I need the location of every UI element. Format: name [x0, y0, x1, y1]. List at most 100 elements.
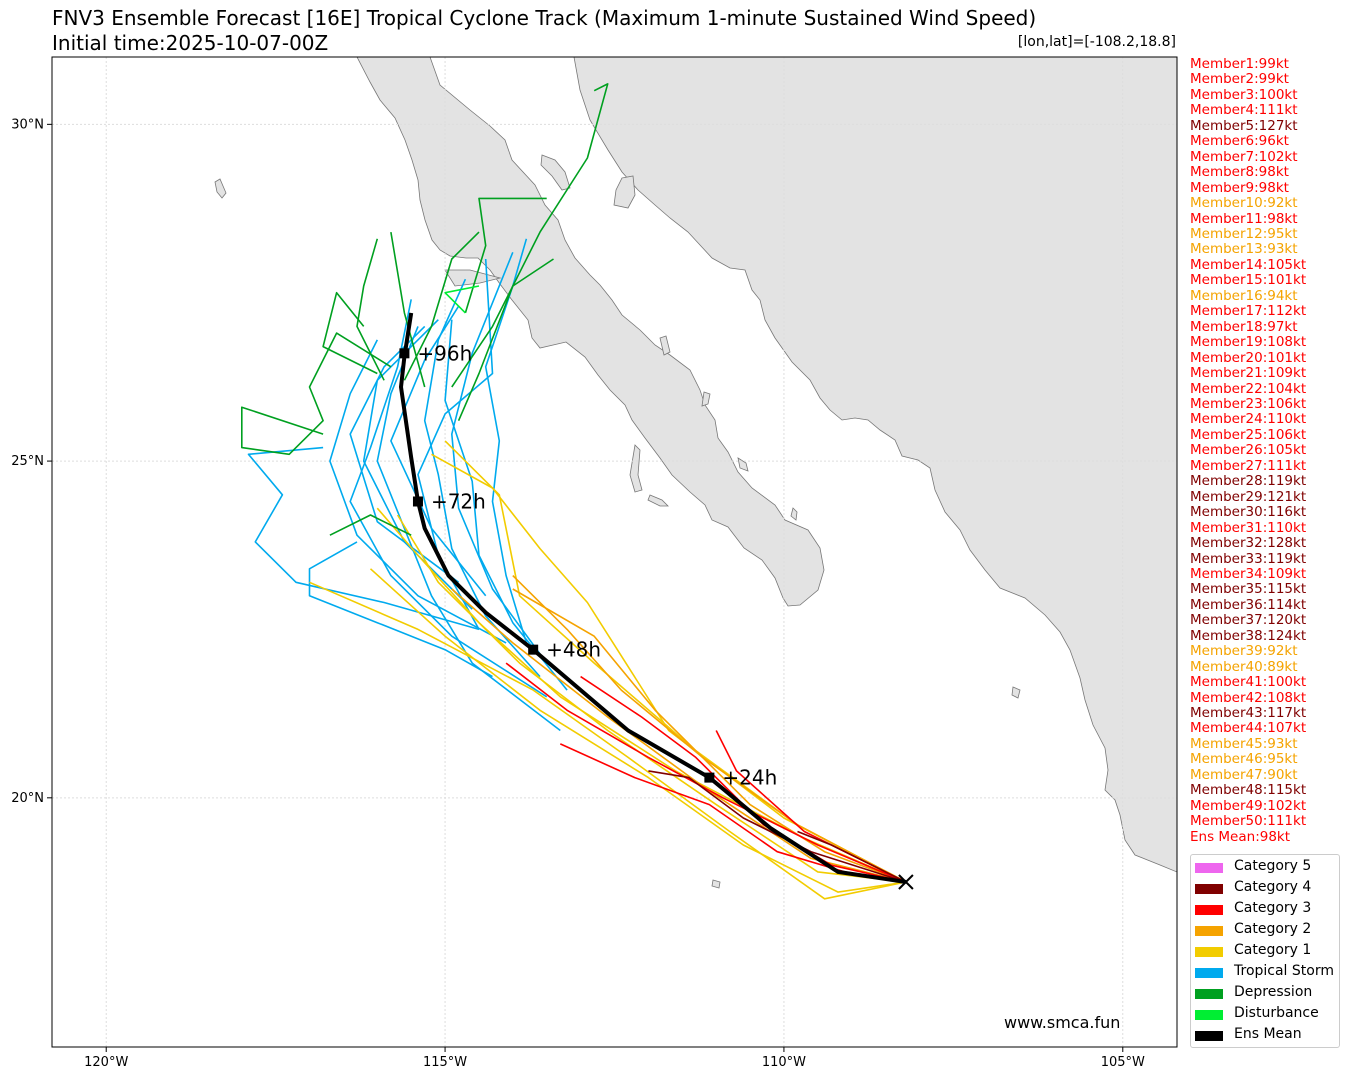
- start-position: [lon,lat]=[-108.2,18.8]: [1017, 34, 1176, 50]
- ens-mean-time-label: +72h: [431, 489, 486, 513]
- member-intensity-list: Member1:99kt Member2:99kt Member3:100kt Mem…: [1190, 56, 1307, 845]
- cerralvo-island: [790, 507, 798, 521]
- member-intensity-item: Member8:98kt: [1190, 164, 1289, 181]
- legend-label: Category 3: [1234, 900, 1312, 916]
- lon-tick-label: 105°W: [1101, 1055, 1145, 1070]
- member-tracks: [241, 83, 907, 900]
- member-intensity-item: Member5:127kt: [1190, 117, 1298, 134]
- member-intensity-item: Member30:116kt: [1190, 504, 1307, 521]
- member-intensity-item: Member9:98kt: [1190, 179, 1289, 196]
- legend: Category 5 Category 4 Category 3 Category 2…: [1190, 854, 1340, 1048]
- lon-tick-label: 110°W: [762, 1055, 806, 1070]
- legend-swatch: [1195, 863, 1223, 873]
- legend-label: Category 1: [1234, 942, 1312, 958]
- lat-tick-label: 30°N: [11, 117, 44, 132]
- member-track-line: [450, 252, 548, 664]
- member-intensity-item: Member3:100kt: [1190, 86, 1298, 103]
- lon-tick-label: 120°W: [84, 1055, 128, 1070]
- lat-tick-label: 20°N: [11, 791, 44, 806]
- member-intensity-item: Member6:96kt: [1190, 133, 1289, 150]
- member-intensity-item: Member19:108kt: [1190, 334, 1307, 351]
- member-track-line: [308, 541, 493, 678]
- legend-label: Ens Mean: [1234, 1026, 1302, 1042]
- ens-mean-time-label: +48h: [546, 638, 601, 662]
- member-track-line: [431, 453, 907, 883]
- legend-swatch: [1195, 968, 1223, 978]
- member-intensity-item: Member1:99kt: [1190, 56, 1289, 72]
- tiburon-island: [613, 175, 636, 209]
- member-track-line: [322, 291, 378, 375]
- member-intensity-item: Member20:101kt: [1190, 349, 1307, 366]
- member-intensity-item: Member22:104kt: [1190, 380, 1307, 397]
- member-intensity-item: Member26:105kt: [1190, 442, 1307, 459]
- san-jose-island: [701, 391, 711, 407]
- member-track-line: [376, 326, 561, 732]
- member-intensity-item: Member42:108kt: [1190, 689, 1307, 706]
- member-intensity-item: Member11:98kt: [1190, 210, 1298, 227]
- ens-mean-time-label: +24h: [722, 766, 777, 790]
- member-intensity-item: Member14:105kt: [1190, 256, 1307, 273]
- initial-position-x-icon: [898, 874, 914, 890]
- member-track-line: [464, 197, 547, 314]
- member-track-line: [580, 675, 907, 883]
- magdalena-island: [629, 444, 643, 493]
- vizcaino-peninsula: [444, 269, 502, 287]
- member-intensity-item: Member17:112kt: [1190, 303, 1307, 320]
- member-intensity-item: Member10:92kt: [1190, 195, 1298, 212]
- member-track-line: [457, 258, 554, 422]
- member-intensity-item: Member27:111kt: [1190, 457, 1307, 474]
- legend-swatch: [1195, 926, 1223, 936]
- member-intensity-item: Member24:110kt: [1190, 411, 1307, 428]
- ens-mean-track: +24h +48h +72h +96h: [399, 312, 914, 890]
- member-intensity-item: Member40:89kt: [1190, 658, 1298, 675]
- initial-time: Initial time:2025-10-07-00Z: [52, 31, 329, 55]
- santa-margarita-island: [647, 494, 669, 507]
- member-track-line: [309, 581, 907, 900]
- ens-mean-time-marker: [399, 348, 410, 359]
- member-intensity-item: Member34:109kt: [1190, 565, 1307, 582]
- ens-mean-time-label: +96h: [417, 341, 472, 365]
- member-track-line: [356, 238, 385, 381]
- member-track-line: [329, 514, 412, 536]
- lat-tick-label: 25°N: [11, 454, 44, 469]
- member-intensity-item: Member16:94kt: [1190, 287, 1298, 304]
- member-intensity-item: Member23:106kt: [1190, 395, 1307, 412]
- member-track-line: [512, 588, 907, 883]
- legend-label: Depression: [1234, 984, 1313, 1000]
- member-track-line: [451, 83, 609, 388]
- cedros-island: [214, 178, 227, 199]
- member-intensity-item: Member4:111kt: [1190, 102, 1298, 119]
- member-intensity-item: Ens Mean:98kt: [1190, 828, 1291, 845]
- legend-label: Tropical Storm: [1234, 963, 1334, 979]
- member-intensity-item: Member13:93kt: [1190, 241, 1298, 258]
- member-track-line: [403, 231, 480, 381]
- legend-label: Category 2: [1234, 921, 1312, 937]
- member-track-line: [329, 339, 507, 644]
- member-intensity-item: Member15:101kt: [1190, 272, 1307, 289]
- member-intensity-item: Member29:121kt: [1190, 488, 1307, 505]
- map-frame: [51, 56, 1178, 1048]
- legend-swatch: [1195, 989, 1223, 999]
- socorro-island: [711, 879, 721, 889]
- member-track-line: [648, 770, 907, 883]
- member-intensity-item: Member41:100kt: [1190, 674, 1307, 691]
- member-intensity-item: Member48:115kt: [1190, 782, 1307, 799]
- lon-tick-label: 115°W: [423, 1055, 467, 1070]
- member-track-line: [797, 830, 907, 883]
- legend-label: Disturbance: [1234, 1005, 1319, 1021]
- legend-swatch: [1195, 884, 1223, 894]
- member-intensity-item: Member46:95kt: [1190, 751, 1298, 768]
- member-intensity-item: Member37:120kt: [1190, 612, 1307, 629]
- member-intensity-item: Member45:93kt: [1190, 735, 1298, 752]
- member-track-line: [349, 299, 548, 698]
- member-intensity-item: Member32:128kt: [1190, 535, 1307, 552]
- member-intensity-item: Member25:106kt: [1190, 426, 1307, 443]
- member-track-line: [444, 285, 480, 314]
- member-intensity-item: Member2:99kt: [1190, 71, 1289, 88]
- member-track-line: [369, 568, 907, 893]
- member-intensity-item: Member31:110kt: [1190, 519, 1307, 536]
- member-intensity-item: Member43:117kt: [1190, 705, 1307, 722]
- credit: www.smca.fun: [1004, 1013, 1121, 1032]
- member-intensity-item: Member28:119kt: [1190, 473, 1307, 490]
- member-track-line: [512, 575, 907, 883]
